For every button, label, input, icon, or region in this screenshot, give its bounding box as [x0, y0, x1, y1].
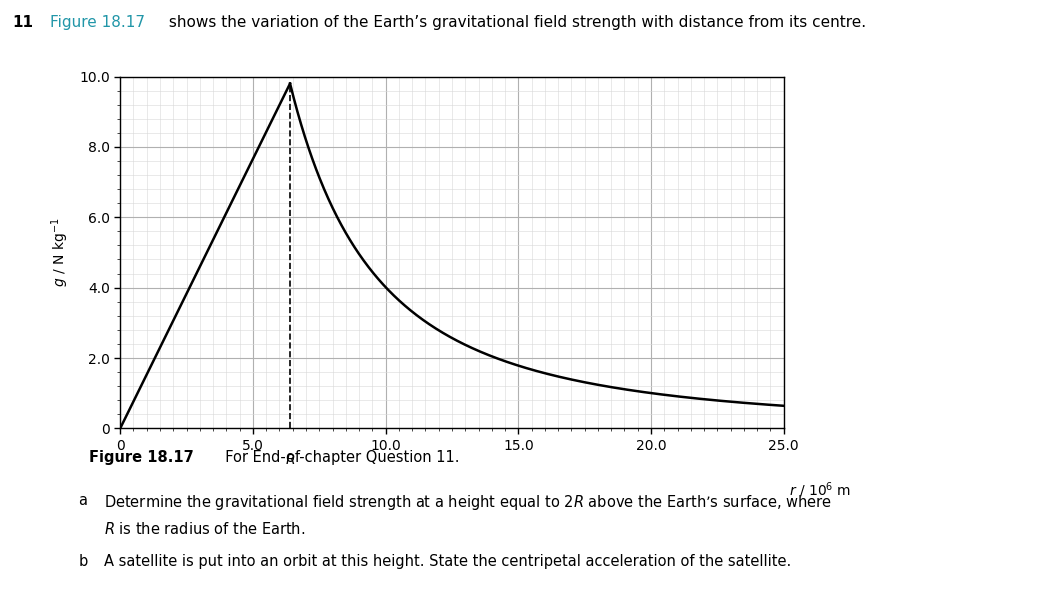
Text: Figure 18.17: Figure 18.17: [89, 450, 193, 465]
Text: b: b: [78, 554, 88, 569]
Text: $R$ is the radius of the Earth.: $R$ is the radius of the Earth.: [104, 521, 306, 537]
Text: 11: 11: [13, 15, 33, 31]
Text: $R$: $R$: [285, 453, 296, 468]
Text: a: a: [78, 493, 88, 508]
Text: A satellite is put into an orbit at this height. State the centripetal accelerat: A satellite is put into an orbit at this…: [104, 554, 792, 569]
Text: Determine the gravitational field strength at a height equal to 2$R$ above the E: Determine the gravitational field streng…: [104, 493, 833, 512]
Y-axis label: $g$ / N kg$^{-1}$: $g$ / N kg$^{-1}$: [49, 218, 71, 287]
Text: $r$ / 10$^{6}$ m: $r$ / 10$^{6}$ m: [789, 480, 852, 500]
Text: Figure 18.17: Figure 18.17: [50, 15, 145, 31]
Text: For End-of-chapter Question 11.: For End-of-chapter Question 11.: [216, 450, 460, 465]
Text: shows the variation of the Earth’s gravitational field strength with distance fr: shows the variation of the Earth’s gravi…: [164, 15, 866, 31]
